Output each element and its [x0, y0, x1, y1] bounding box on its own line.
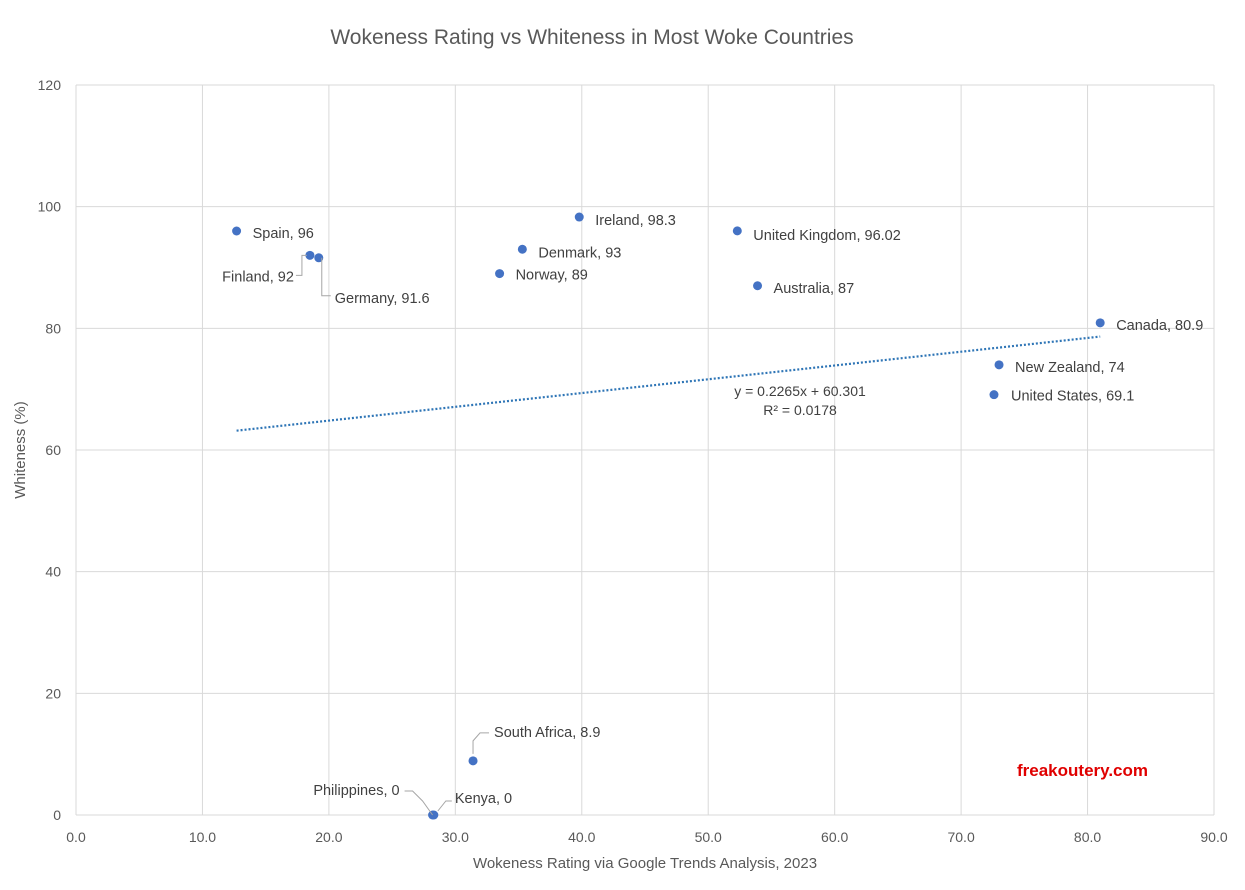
y-tick-label: 60 — [45, 442, 61, 458]
leader-line-kenya — [437, 800, 452, 812]
point-united-kingdom — [732, 226, 742, 236]
y-tick-label: 0 — [53, 807, 61, 823]
leader-line-germany — [321, 257, 331, 297]
watermark-text: freakoutery.com — [1017, 761, 1149, 780]
x-tick-label: 90.0 — [1200, 829, 1227, 845]
label-south-africa: South Africa, 8.9 — [494, 725, 600, 741]
chart-title: Wokeness Rating vs Whiteness in Most Wok… — [330, 26, 854, 49]
label-finland: Finland, 92 — [222, 269, 294, 285]
point-denmark — [517, 244, 527, 254]
x-tick-label: 20.0 — [315, 829, 342, 845]
trendline — [236, 335, 1101, 432]
x-tick-label: 0.0 — [66, 829, 86, 845]
point-new-zealand — [994, 360, 1004, 370]
leader-line-philippines — [404, 790, 433, 816]
point-united-states — [989, 390, 999, 400]
gridlines — [75, 84, 1215, 816]
label-new-zealand: New Zealand, 74 — [1015, 360, 1125, 376]
label-united-kingdom: United Kingdom, 96.02 — [753, 228, 901, 244]
x-tick-label: 30.0 — [442, 829, 469, 845]
point-canada — [1095, 318, 1105, 328]
label-spain: Spain, 96 — [253, 226, 314, 242]
point-finland — [305, 250, 315, 260]
y-tick-label: 40 — [45, 564, 61, 580]
x-tick-label: 10.0 — [189, 829, 216, 845]
label-germany: Germany, 91.6 — [335, 291, 430, 307]
point-kenya — [429, 810, 439, 820]
label-norway: Norway, 89 — [516, 268, 588, 284]
trendline-group — [236, 335, 1101, 432]
x-tick-label: 40.0 — [568, 829, 595, 845]
point-spain — [232, 226, 242, 236]
y-tick-label: 80 — [45, 320, 61, 336]
label-philippines: Philippines, 0 — [313, 783, 399, 799]
label-canada: Canada, 80.9 — [1116, 318, 1203, 334]
trendline-r-squared: R² = 0.0178 — [763, 402, 837, 418]
point-ireland — [574, 212, 584, 222]
y-axis-label: Whiteness (%) — [12, 401, 29, 499]
label-denmark: Denmark, 93 — [538, 245, 621, 261]
label-australia: Australia, 87 — [774, 281, 855, 297]
x-tick-label: 60.0 — [821, 829, 848, 845]
leader-line-south-africa — [472, 732, 490, 754]
point-australia — [753, 281, 763, 291]
leader-line-finland — [295, 254, 307, 276]
x-tick-label: 50.0 — [695, 829, 722, 845]
label-united-states: United States, 69.1 — [1011, 389, 1134, 405]
y-tick-label: 20 — [45, 685, 61, 701]
x-tick-label: 80.0 — [1074, 829, 1101, 845]
point-germany — [314, 253, 324, 263]
y-tick-label: 100 — [38, 199, 62, 215]
point-norway — [495, 269, 505, 279]
trendline-equation: y = 0.2265x + 60.301 — [734, 383, 866, 399]
data-labels: Spain, 96 Finland, 92 Germany, 91.6 Norway,… — [222, 213, 1203, 816]
point-south-africa — [468, 756, 478, 766]
label-ireland: Ireland, 98.3 — [595, 213, 676, 229]
y-tick-label: 120 — [38, 77, 62, 93]
axis-ticks: 0.0 10.0 20.0 30.0 40.0 50.0 60.0 70.0 80.0 90.0 0… — [38, 77, 1228, 845]
x-tick-label: 70.0 — [947, 829, 974, 845]
label-kenya: Kenya, 0 — [455, 791, 512, 807]
x-axis-label: Wokeness Rating via Google Trends Analys… — [473, 855, 817, 872]
